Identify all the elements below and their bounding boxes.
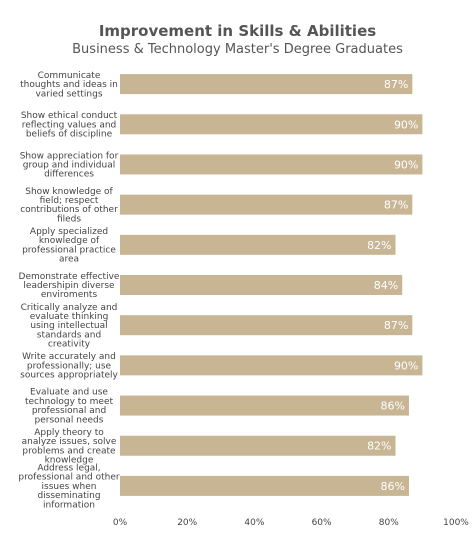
category-label-10-line-2: analyze issues, solve	[22, 437, 117, 447]
category-label-2-line-3: beliefs of discipline	[26, 129, 113, 139]
x-tick-label-1: 0%	[113, 518, 128, 528]
category-label-11-line-5: information	[43, 500, 95, 510]
value-label-4: 87%	[384, 199, 408, 212]
category-label-3-line-1: Show appreciation for	[20, 151, 119, 161]
value-label-8: 90%	[394, 359, 418, 372]
category-label-5-line-3: professional practice	[22, 245, 116, 255]
category-label-4-line-2: field; respect	[40, 196, 99, 206]
category-label-7-line-1: Critically analyze and	[21, 303, 118, 313]
category-label-11-line-1: Address legal,	[37, 464, 100, 474]
category-label-7-line-2: evaluate thinking	[30, 312, 109, 322]
bar-11	[120, 475, 409, 496]
category-label-9-line-1: Evaluate and use	[30, 388, 108, 398]
category-label-4-line-4: fileds	[57, 214, 81, 224]
category-label-6-line-3: enviroments	[41, 290, 98, 300]
category-label-8-line-2: professionally; use	[27, 361, 112, 371]
bar-10	[120, 435, 396, 456]
value-label-9: 86%	[381, 400, 405, 413]
category-label-7-line-3: using intellectual	[30, 321, 107, 331]
category-label-7-line-4: standards and	[37, 330, 101, 340]
category-label-10-line-3: problems and create	[22, 446, 116, 456]
category-label-3-line-2: group and individual	[23, 160, 115, 170]
bar-5	[120, 234, 396, 255]
chart-subtitle: Business & Technology Master's Degree Gr…	[72, 42, 403, 57]
category-label-1-line-2: thoughts and ideas in	[20, 80, 118, 90]
category-label-1-line-3: varied settings	[35, 89, 102, 99]
category-label-7-line-5: creativity	[48, 340, 91, 350]
value-label-6: 84%	[374, 279, 398, 292]
category-label-3-line-3: differences	[44, 170, 94, 180]
category-label-6-line-2: leadershipin diverse	[23, 281, 115, 291]
value-label-3: 90%	[394, 158, 418, 171]
value-label-1: 87%	[384, 78, 408, 91]
chart-title: Improvement in Skills & Abilities	[98, 22, 377, 40]
x-tick-label-2: 20%	[177, 518, 197, 528]
category-label-4-line-3: contributions of other	[20, 205, 118, 215]
category-label-1-line-1: Communicate	[38, 71, 101, 81]
bar-9	[120, 395, 409, 416]
category-label-11-line-3: issues when	[42, 482, 97, 492]
category-label-5-line-1: Apply specialized	[30, 227, 108, 237]
value-label-10: 82%	[367, 440, 391, 453]
category-label-5-line-4: area	[59, 255, 79, 265]
x-tick-label-3: 40%	[244, 518, 264, 528]
category-label-6-line-1: Demonstrate effective	[19, 272, 120, 282]
category-label-10-line-1: Apply theory to	[34, 428, 104, 438]
category-label-2-line-2: reflecting values and	[22, 120, 117, 130]
bar-2	[120, 114, 423, 135]
x-tick-label-6: 100%	[443, 518, 469, 528]
category-label-10-line-4: knowledge	[45, 456, 94, 466]
category-label-11-line-4: disseminating	[37, 491, 100, 501]
category-label-8-line-3: sources appropriately	[20, 371, 118, 381]
bar-6	[120, 275, 403, 295]
category-label-5-line-2: knowledge of	[39, 236, 100, 246]
category-label-11-line-2: professional and other	[18, 473, 119, 483]
category-label-2-line-1: Show ethical conduct	[21, 111, 118, 121]
category-label-9-line-4: personal needs	[35, 415, 104, 425]
value-label-7: 87%	[384, 319, 408, 332]
category-label-4-line-1: Show knowledge of	[25, 187, 113, 197]
value-label-2: 90%	[394, 118, 418, 131]
bar-1	[120, 74, 413, 95]
category-label-9-line-2: technology to meet	[25, 397, 114, 407]
bar-7	[120, 315, 413, 336]
bar-4	[120, 194, 413, 215]
category-label-8-line-1: Write accurately and	[22, 352, 116, 362]
x-tick-label-5: 80%	[379, 518, 399, 528]
value-label-5: 82%	[367, 239, 391, 252]
x-tick-label-4: 60%	[312, 518, 332, 528]
bar-8	[120, 355, 423, 376]
bar-3	[120, 154, 423, 175]
value-label-11: 86%	[381, 480, 405, 493]
category-label-9-line-3: professional and	[32, 406, 106, 416]
